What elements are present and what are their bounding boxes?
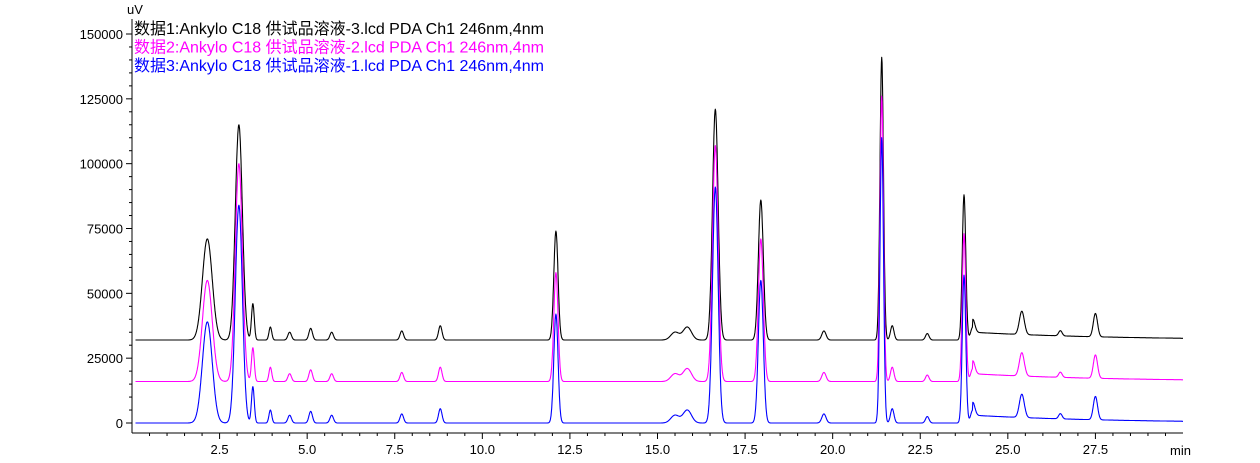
x-tick-label: 27.5 xyxy=(1083,442,1108,457)
y-unit-label: uV xyxy=(127,2,143,17)
series-trace-3 xyxy=(135,137,1184,424)
series-trace-1 xyxy=(135,56,1184,341)
x-tick-label: 12.5 xyxy=(557,442,582,457)
x-tick-label: 22.5 xyxy=(908,442,933,457)
x-tick-label: 25.0 xyxy=(995,442,1020,457)
x-tick-label: 17.5 xyxy=(732,442,757,457)
x-tick-label: 2.5 xyxy=(211,442,229,457)
legend-entry-3: 数据3:Ankylo C18 供试品溶液-1.lcd PDA Ch1 246nm… xyxy=(134,57,544,75)
y-tick-label: 50000 xyxy=(87,286,123,301)
x-tick-label: 5.0 xyxy=(298,442,316,457)
y-tick-label: 25000 xyxy=(87,351,123,366)
legend-entry-1: 数据1:Ankylo C18 供试品溶液-3.lcd PDA Ch1 246nm… xyxy=(134,20,544,38)
y-tick-label: 0 xyxy=(116,416,123,431)
series-trace-2 xyxy=(135,95,1184,383)
x-tick-label: 20.0 xyxy=(820,442,845,457)
y-tick-label: 75000 xyxy=(87,222,123,237)
y-tick-label: 125000 xyxy=(80,92,123,107)
series-traces xyxy=(135,56,1184,424)
x-tick-label: 7.5 xyxy=(386,442,404,457)
legend-entry-2: 数据2:Ankylo C18 供试品溶液-2.lcd PDA Ch1 246nm… xyxy=(134,39,544,57)
legend: 数据1:Ankylo C18 供试品溶液-3.lcd PDA Ch1 246nm… xyxy=(134,20,544,75)
x-axis: min 2.5 5.0 7.5 10.0 12.5 15.0 17.5 20.0 22.5 25.… xyxy=(132,432,1191,458)
y-axis: uV 0 25000 50000 75000 100000 125000 150000 xyxy=(80,2,143,433)
x-unit-label: min xyxy=(1170,443,1191,458)
x-tick-label: 15.0 xyxy=(645,442,670,457)
y-ticks: 0 25000 50000 75000 100000 125000 150000 xyxy=(80,27,132,431)
x-ticks: 2.5 5.0 7.5 10.0 12.5 15.0 17.5 20.0 22.5 25.0 27.… xyxy=(149,433,1166,457)
y-tick-label: 150000 xyxy=(80,27,123,42)
y-tick-label: 100000 xyxy=(80,157,123,172)
x-tick-label: 10.0 xyxy=(470,442,495,457)
